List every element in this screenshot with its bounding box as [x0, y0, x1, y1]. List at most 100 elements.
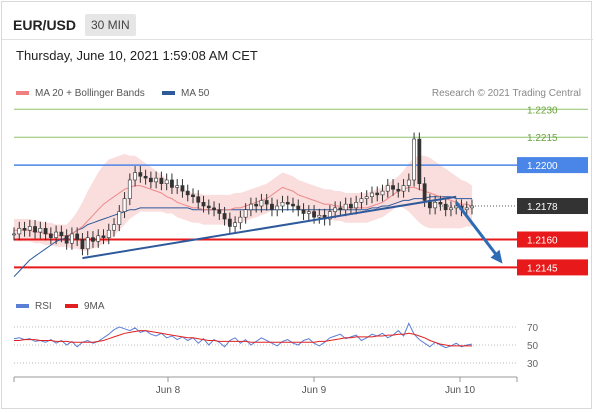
candle-body: [264, 200, 269, 205]
candle-body: [349, 203, 353, 209]
candle-body: [243, 209, 248, 218]
candle-body: [70, 233, 74, 244]
candle-body: [112, 224, 116, 231]
candle-body: [217, 209, 222, 214]
candle-body: [417, 138, 422, 184]
candle-body: [148, 177, 153, 183]
candle-body: [206, 205, 211, 209]
candle-body: [454, 205, 459, 209]
candle-body: [191, 194, 195, 198]
level-label-1.2160: 1.2160: [527, 236, 558, 247]
candle-body: [185, 190, 190, 196]
candle-body: [359, 198, 364, 203]
candle-body: [159, 177, 164, 184]
candle-body: [143, 175, 148, 179]
candle-body: [385, 185, 390, 192]
timestamp: Thursday, June 10, 2021 1:59:08 AM CET: [16, 48, 258, 63]
candle-body: [343, 203, 348, 211]
x-tick-label: Jun 10: [445, 385, 475, 396]
ma20-label: MA 20 + Bollinger Bands: [35, 88, 145, 99]
rsi-label: RSI: [35, 301, 52, 312]
candle-body: [48, 233, 53, 238]
candle-body: [443, 203, 448, 211]
candle-body: [291, 203, 295, 207]
candle-body: [433, 202, 438, 209]
candle-body: [380, 190, 385, 196]
candle-body: [396, 188, 401, 192]
rsi-tick-50: 50: [527, 341, 539, 352]
candle-body: [117, 211, 122, 225]
candle-body: [285, 202, 290, 205]
candle-body: [275, 205, 280, 211]
candle-body: [280, 202, 285, 207]
candle-body: [238, 216, 243, 224]
candle-body: [64, 235, 69, 244]
candle-body: [391, 185, 395, 190]
rsi-tick-30: 30: [527, 359, 539, 370]
symbol-title: EUR/USD: [13, 17, 77, 33]
candle-body: [80, 239, 85, 250]
candle-body: [333, 207, 338, 212]
candle-body: [222, 213, 227, 220]
rsi-swatch: [16, 304, 29, 309]
candle-body: [412, 138, 416, 181]
candle-body: [54, 231, 59, 238]
ma50-line: [13, 196, 472, 278]
candle-body: [212, 207, 216, 211]
candle-body: [96, 235, 101, 242]
candle-body: [470, 205, 474, 209]
rsi-line: [13, 322, 473, 349]
candle-body: [180, 185, 185, 192]
candle-body: [370, 192, 374, 198]
candle-body: [138, 172, 143, 177]
candle-body: [85, 237, 90, 250]
x-tick-label: Jun 8: [156, 385, 181, 396]
9ma-label: 9MA: [84, 301, 105, 312]
candle-body: [438, 202, 443, 205]
support-trendline: [82, 195, 457, 260]
candle-body: [248, 203, 253, 211]
candle-body: [306, 211, 311, 214]
candle-body: [317, 215, 322, 218]
timeframe-badge[interactable]: 30 MIN: [85, 14, 136, 36]
candle-body: [154, 177, 159, 183]
ma50-label: MA 50: [181, 88, 210, 99]
chart-header: EUR/USD 30 MIN: [2, 2, 593, 40]
candle-body: [91, 237, 95, 242]
level-label-1.2230: 1.2230: [527, 105, 558, 116]
candle-body: [164, 179, 169, 184]
9ma-swatch: [65, 304, 78, 309]
candle-body: [354, 202, 359, 209]
candle-body: [43, 228, 48, 235]
candle-body: [59, 231, 64, 237]
candle-body: [38, 228, 43, 233]
candle-body: [12, 233, 16, 236]
level-label-1.2215: 1.2215: [527, 133, 558, 144]
forecast-arrow-head: [490, 249, 503, 264]
candle-body: [464, 207, 469, 211]
current-price-label: 1.2178: [527, 202, 558, 213]
candle-body: [201, 202, 206, 207]
current-price-badge: [517, 198, 588, 215]
candle-body: [301, 209, 306, 214]
candle-body: [196, 196, 201, 203]
rsi-9ma-line: [14, 330, 472, 347]
credit-text: Research © 2021 Trading Central: [431, 88, 581, 99]
candle-body: [422, 183, 427, 201]
candle-body: [449, 207, 453, 211]
candle-body: [338, 207, 343, 211]
candle-body: [127, 179, 132, 199]
candle-body: [327, 211, 332, 220]
candle-body: [122, 198, 127, 212]
candle-body: [406, 179, 411, 186]
rsi-tick-70: 70: [527, 323, 539, 334]
candle-body: [133, 172, 137, 181]
forecast-arrow-shaft: [455, 201, 500, 259]
candle-body: [27, 226, 32, 231]
candle-body: [106, 229, 111, 238]
legend-ma20: MA 20 + Bollinger Bands: [16, 88, 145, 99]
ma20-line: [14, 185, 473, 237]
candle-body: [233, 222, 238, 227]
level-badge-1.2160: [517, 231, 588, 248]
